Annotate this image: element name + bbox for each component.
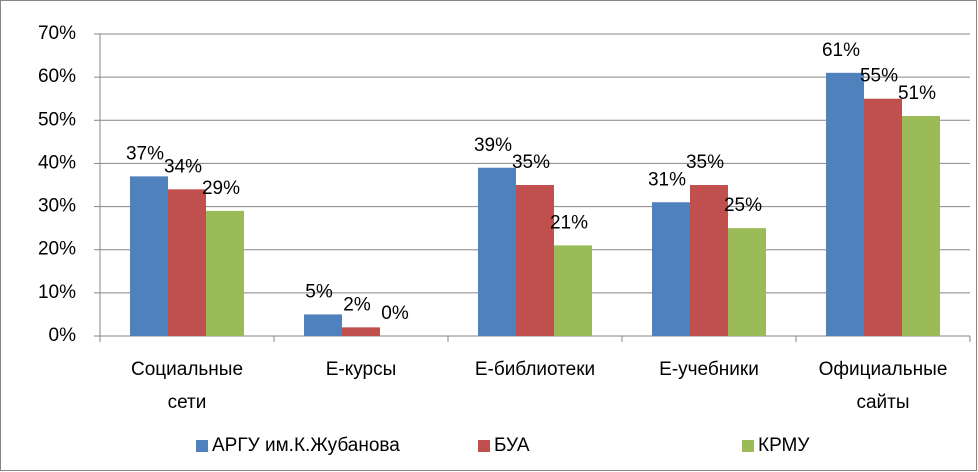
data-label: 25% xyxy=(724,195,762,216)
data-label: 39% xyxy=(474,135,512,156)
bar xyxy=(690,185,728,336)
bar xyxy=(206,210,244,336)
bar xyxy=(826,72,864,336)
x-tick-label: Е-библиотеки xyxy=(475,359,595,380)
data-label: 55% xyxy=(860,66,898,87)
data-label: 35% xyxy=(686,152,724,173)
data-label: 37% xyxy=(126,143,164,164)
data-label: 0% xyxy=(381,303,409,324)
bar xyxy=(516,185,554,336)
y-tick-label: 30% xyxy=(38,196,76,217)
bar xyxy=(478,167,516,336)
data-label: 21% xyxy=(550,212,588,233)
legend-label: БУА xyxy=(494,435,530,456)
data-label: 51% xyxy=(898,83,936,104)
x-tick-label: Е-курсы xyxy=(326,359,397,380)
y-tick-label: 70% xyxy=(38,23,76,44)
bar xyxy=(864,98,902,336)
y-tick-label: 40% xyxy=(38,152,76,173)
legend-swatch xyxy=(742,440,754,452)
data-label: 2% xyxy=(343,294,371,315)
data-label: 5% xyxy=(305,281,333,302)
legend-swatch xyxy=(196,440,208,452)
bar xyxy=(728,228,766,336)
y-tick-label: 20% xyxy=(38,239,76,260)
bar xyxy=(304,314,342,336)
y-tick-label: 10% xyxy=(38,282,76,303)
legend-label: КРМУ xyxy=(758,435,810,456)
data-label: 61% xyxy=(822,40,860,61)
data-label: 35% xyxy=(512,152,550,173)
bar xyxy=(130,176,168,336)
y-tick-label: 60% xyxy=(38,66,76,87)
bar xyxy=(652,202,690,336)
data-label: 31% xyxy=(648,169,686,190)
y-tick-label: 50% xyxy=(38,109,76,130)
y-tick-label: 0% xyxy=(49,325,77,346)
legend-label: АРГУ им.К.Жубанова xyxy=(212,435,400,456)
data-label: 34% xyxy=(164,156,202,177)
data-label: 29% xyxy=(202,178,240,199)
bar xyxy=(342,327,380,336)
x-tick-label: Официальные сайты xyxy=(819,359,948,413)
bar xyxy=(168,189,206,336)
bar xyxy=(902,115,940,336)
legend-swatch xyxy=(478,440,490,452)
x-tick-label: Е-учебники xyxy=(659,359,759,380)
x-tick-label: Социальные сети xyxy=(131,359,243,413)
bar xyxy=(554,245,592,336)
